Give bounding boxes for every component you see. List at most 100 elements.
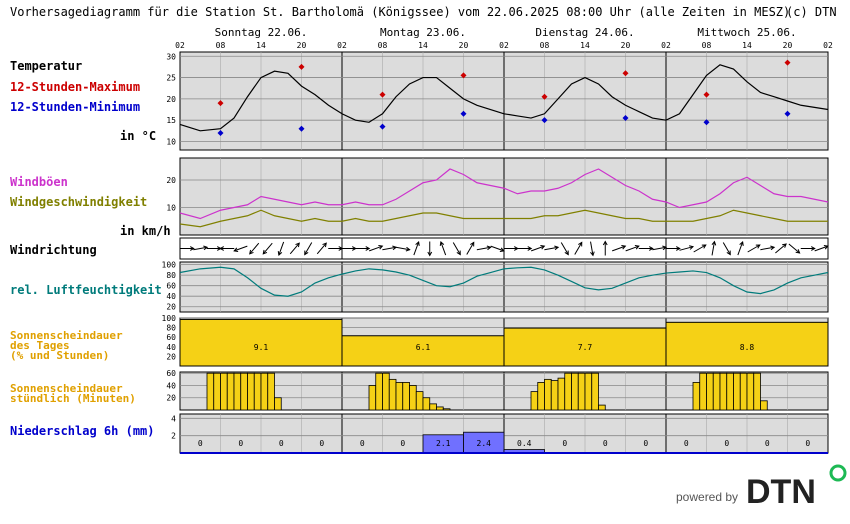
- wind-arrow-shaft: [234, 245, 248, 252]
- wind-arrow-icon: [540, 245, 546, 250]
- sunshine-hourly-bar: [537, 382, 545, 411]
- wind-arrow-shaft: [262, 242, 273, 255]
- hour-tick-label: 08: [378, 41, 388, 50]
- wind-arrow-shaft: [531, 245, 545, 252]
- wind-arrow-icon: [739, 240, 744, 246]
- tmin-marker: [784, 110, 791, 117]
- label-humidity: rel. Luftfeuchtigkeit: [10, 283, 162, 297]
- hour-tick-label: 14: [580, 41, 590, 50]
- label-precip: Niederschlag 6h (mm): [10, 424, 155, 438]
- wind-arrow-shaft: [544, 246, 559, 251]
- wind-arrow-shaft: [679, 246, 694, 251]
- precip-value-label: 0: [562, 439, 567, 448]
- wind-arrow-icon: [578, 241, 583, 247]
- label-gust: Windböen: [10, 175, 68, 189]
- tmax-marker: [460, 72, 467, 79]
- sunshine-hourly-bar: [395, 382, 404, 411]
- sunshine-hourly-bar: [550, 380, 559, 411]
- wind-arrow-shaft: [490, 245, 504, 252]
- tmin-marker: [298, 125, 305, 132]
- wind-arrow-shaft: [788, 243, 800, 254]
- tmax-marker: [703, 91, 710, 98]
- wind-arrow-icon: [810, 246, 816, 251]
- wind-arrow-icon: [675, 246, 681, 251]
- wind-arrow-shaft: [278, 241, 285, 256]
- wind-arrow-icon: [634, 245, 640, 250]
- wind-arrow-shaft: [652, 246, 667, 251]
- precip-value-label: 0: [319, 439, 324, 448]
- sunshine-hourly-bar: [267, 372, 275, 411]
- gust-line: [179, 168, 829, 220]
- wind-arrow-icon: [527, 246, 533, 251]
- wind-arrow-shaft: [249, 242, 260, 255]
- wind-arrow-icon: [499, 247, 505, 252]
- wind-arrow-icon: [689, 245, 695, 250]
- sunshine-hourly-bar: [598, 404, 606, 411]
- dtn-logo-dot-icon: [829, 464, 847, 482]
- wind-arrow-icon: [456, 250, 461, 256]
- tmax-marker: [622, 70, 629, 77]
- humidity-line: [179, 266, 829, 297]
- copyright-label: (c) DTN: [786, 5, 837, 19]
- wind-arrow-icon: [648, 246, 654, 251]
- hour-tick-label: 08: [216, 41, 226, 50]
- wind-arrow-shaft: [814, 245, 828, 252]
- label-sun-day-1: Sonnenscheindauer: [10, 329, 123, 342]
- tmin-marker: [541, 117, 548, 124]
- hour-tick-label: 02: [661, 41, 671, 50]
- y-tick-label: 40: [166, 292, 176, 301]
- y-tick-label: 100: [162, 314, 177, 323]
- wind-arrow-shaft: [747, 244, 761, 253]
- label-tmax: 12-Stunden-Maximum: [10, 80, 140, 94]
- sunshine-hourly-bar: [402, 382, 410, 411]
- sunshine-hourly-bar: [409, 385, 417, 411]
- y-tick-label: 15: [166, 116, 176, 125]
- wind-arrow-icon: [415, 240, 420, 246]
- precip-value-label: 2.1: [436, 439, 451, 448]
- wind-arrow-icon: [554, 245, 560, 251]
- sunshine-hourly-bar: [571, 372, 579, 411]
- powered-by-label: powered by: [676, 490, 738, 504]
- sunshine-hourly-bar: [746, 372, 755, 411]
- hour-tick-label: 14: [418, 41, 428, 50]
- temperature-line: [179, 64, 829, 132]
- wind-arrow-icon: [701, 244, 707, 249]
- sunshine-daily-bar: [179, 318, 343, 367]
- wind-arrow-shaft: [413, 241, 420, 256]
- wind-arrow-shaft: [476, 246, 491, 251]
- precip-value-label: 0: [765, 439, 770, 448]
- wind-arrow-icon: [322, 242, 327, 248]
- hour-tick-label: 02: [175, 41, 185, 50]
- y-tick-label: 80: [166, 271, 176, 280]
- sunshine-hourly-bar: [213, 372, 221, 411]
- wind-arrow-icon: [405, 246, 411, 252]
- y-tick-label: 30: [166, 52, 176, 61]
- hour-tick-label: 14: [742, 41, 752, 50]
- wind-arrow-icon: [486, 245, 492, 251]
- tmax-marker: [217, 100, 224, 107]
- wind-arrow-shaft: [760, 246, 775, 251]
- wind-arrow-icon: [304, 250, 309, 256]
- wind-arrow-shaft: [693, 244, 707, 253]
- day-label: Dienstag 24.06.: [535, 26, 634, 39]
- label-tmin: 12-Stunden-Minimum: [10, 100, 140, 114]
- wind-arrow-icon: [219, 246, 225, 251]
- tmax-marker: [784, 59, 791, 66]
- label-sun-day-2: des Tages: [10, 339, 70, 352]
- sunshine-hourly-bar: [719, 372, 728, 411]
- y-tick-label: 20: [166, 394, 176, 403]
- hour-tick-label: 02: [499, 41, 509, 50]
- precip-value-label: 0: [400, 439, 405, 448]
- wind-arrow-icon: [564, 250, 569, 256]
- wind-arrow-icon: [602, 240, 608, 246]
- y-tick-label: 40: [166, 343, 176, 352]
- wind-arrow-shaft: [395, 246, 410, 251]
- wind-arrow-shaft: [304, 242, 313, 255]
- precip-value-label: 0: [603, 439, 608, 448]
- label-sun-hour-1: Sonnenscheindauer: [10, 382, 123, 395]
- wind-arrow-icon: [823, 245, 829, 250]
- sunshine-hourly-bar: [753, 372, 761, 411]
- hour-tick-label: 14: [256, 41, 266, 50]
- wind-arrow-shaft: [590, 241, 594, 256]
- sunshine-hourly-bar: [436, 406, 444, 411]
